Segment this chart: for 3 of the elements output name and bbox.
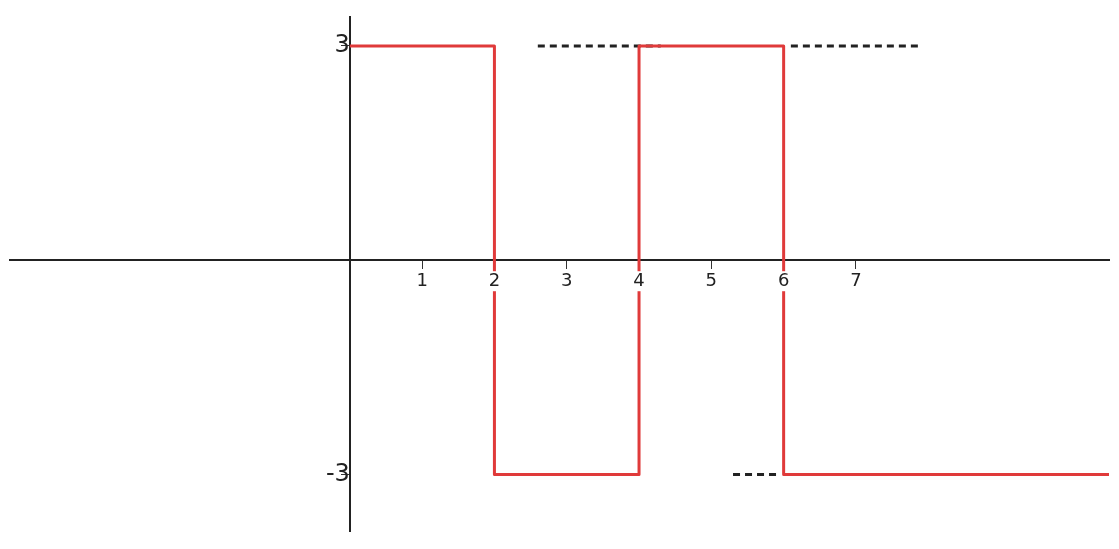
x-tick-label: 7 [850, 268, 862, 290]
x-tick-label: 4 [633, 268, 645, 290]
y-tick-label: -3 [325, 458, 350, 487]
